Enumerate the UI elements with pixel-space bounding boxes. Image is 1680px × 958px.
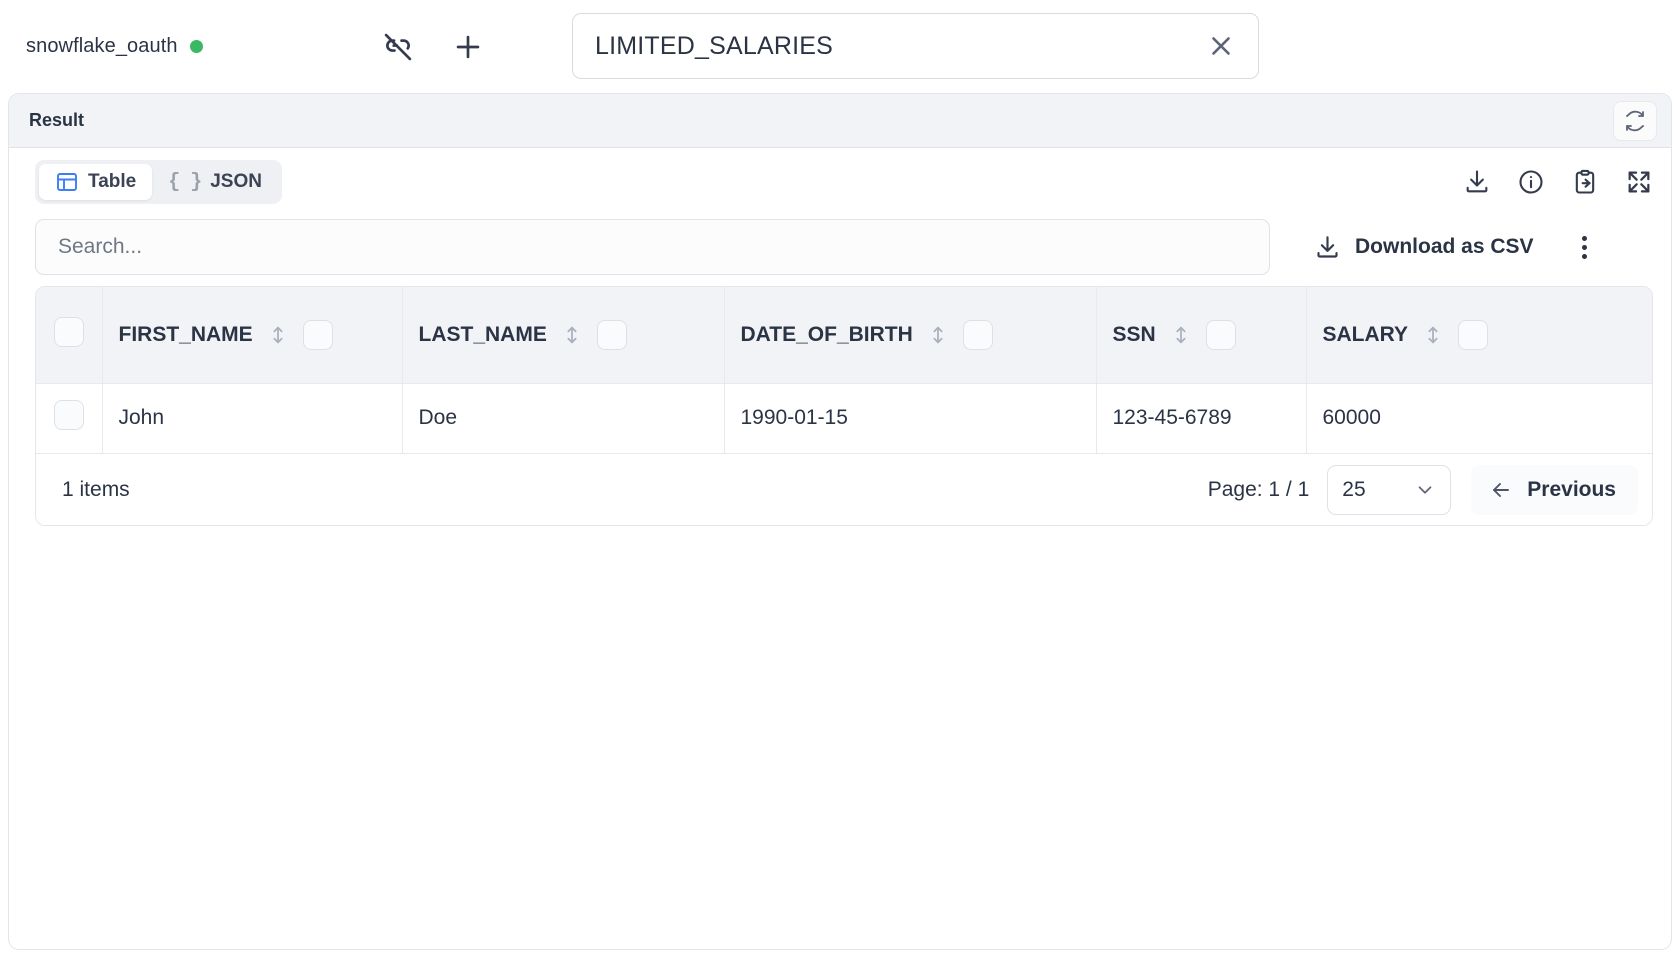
results-table-wrapper: FIRST_NAME LAST_NAME [35, 286, 1653, 526]
column-label: LAST_NAME [418, 322, 547, 346]
items-count: 1 items [62, 477, 130, 501]
connection-status: snowflake_oauth [26, 35, 203, 58]
table-body: John Doe 1990-01-15 123-45-6789 60000 [36, 382, 1652, 453]
download-csv-label: Download as CSV [1355, 235, 1534, 258]
chevron-down-icon [1414, 479, 1436, 501]
result-panel: Result Table [8, 93, 1672, 950]
cell-last-name: Doe [402, 382, 725, 453]
connection-status-dot [189, 40, 203, 53]
tab-table[interactable]: Table [39, 164, 153, 200]
column-checkbox[interactable] [596, 319, 627, 350]
sort-updown-icon[interactable] [1170, 324, 1192, 346]
column-label: SSN [1112, 322, 1156, 346]
connection-topbar: snowflake_oauth LIMITED_SALARIES [0, 0, 1680, 93]
page-size-select[interactable]: 25 [1327, 464, 1452, 515]
column-label: FIRST_NAME [118, 322, 253, 346]
results-table: FIRST_NAME LAST_NAME [36, 287, 1652, 453]
download-icon [1314, 234, 1341, 261]
download-icon[interactable] [1463, 168, 1491, 196]
column-checkbox[interactable] [302, 319, 333, 350]
panel-title: Result [29, 110, 85, 130]
sort-updown-icon[interactable] [1422, 324, 1444, 346]
tab-table-label: Table [88, 171, 137, 192]
sort-updown-icon[interactable] [927, 324, 949, 346]
download-csv-button[interactable]: Download as CSV [1314, 234, 1534, 261]
kebab-menu-icon[interactable] [1574, 230, 1595, 265]
previous-page-button[interactable]: Previous [1471, 464, 1638, 515]
select-all-header [36, 287, 103, 383]
kebab-dot [1581, 235, 1587, 241]
query-input[interactable]: LIMITED_SALARIES [595, 31, 834, 60]
table-footer: 1 items Page: 1 / 1 25 Previous [36, 453, 1652, 525]
result-toolbar: Table { } JSON [9, 148, 1671, 216]
kebab-dot [1581, 244, 1587, 250]
cell-salary: 60000 [1306, 382, 1652, 453]
plus-icon[interactable] [451, 30, 485, 64]
tab-json[interactable]: { } JSON [152, 164, 278, 200]
braces-icon: { } [168, 170, 202, 194]
column-header-date-of-birth[interactable]: DATE_OF_BIRTH [724, 287, 1097, 383]
topbar-actions [381, 30, 485, 64]
sort-updown-icon[interactable] [267, 324, 289, 346]
column-checkbox[interactable] [1205, 319, 1236, 350]
search-input[interactable] [56, 234, 1249, 260]
fullscreen-icon[interactable] [1625, 168, 1653, 196]
kebab-dot [1581, 253, 1587, 259]
query-input-wrapper[interactable]: LIMITED_SALARIES [572, 13, 1259, 79]
column-label: DATE_OF_BIRTH [740, 322, 913, 346]
close-icon[interactable] [1206, 31, 1236, 61]
result-panel-header: Result [9, 94, 1671, 148]
sort-updown-icon[interactable] [561, 324, 583, 346]
clipboard-import-icon[interactable] [1571, 168, 1599, 196]
connection-name: snowflake_oauth [26, 35, 178, 57]
search-row: Download as CSV [9, 216, 1671, 278]
table-header-row: FIRST_NAME LAST_NAME [36, 287, 1652, 383]
column-label: SALARY [1322, 322, 1409, 346]
column-checkbox[interactable] [962, 319, 993, 350]
table-icon [55, 170, 79, 194]
page-size-value: 25 [1342, 477, 1366, 501]
link-slash-icon[interactable] [381, 30, 415, 64]
cell-first-name: John [102, 382, 403, 453]
previous-page-label: Previous [1527, 477, 1616, 501]
column-header-ssn[interactable]: SSN [1096, 287, 1307, 383]
row-select-cell [36, 382, 103, 453]
table-row[interactable]: John Doe 1990-01-15 123-45-6789 60000 [36, 382, 1652, 453]
cell-date-of-birth: 1990-01-15 [724, 382, 1097, 453]
tab-json-label: JSON [210, 171, 262, 192]
table-head: FIRST_NAME LAST_NAME [36, 287, 1652, 383]
row-checkbox[interactable] [53, 400, 84, 431]
select-all-checkbox[interactable] [53, 316, 84, 347]
column-checkbox[interactable] [1458, 319, 1489, 350]
info-icon[interactable] [1517, 168, 1545, 196]
toolbar-action-icons [1463, 168, 1653, 196]
arrow-left-icon [1489, 478, 1513, 502]
column-header-last-name[interactable]: LAST_NAME [402, 287, 725, 383]
column-header-first-name[interactable]: FIRST_NAME [102, 287, 403, 383]
refresh-icon[interactable] [1613, 100, 1657, 141]
page-indicator: Page: 1 / 1 [1207, 477, 1310, 501]
column-header-salary[interactable]: SALARY [1306, 287, 1652, 383]
search-input-wrapper[interactable] [35, 219, 1270, 275]
cell-ssn: 123-45-6789 [1096, 382, 1307, 453]
view-toggle: Table { } JSON [35, 160, 282, 204]
